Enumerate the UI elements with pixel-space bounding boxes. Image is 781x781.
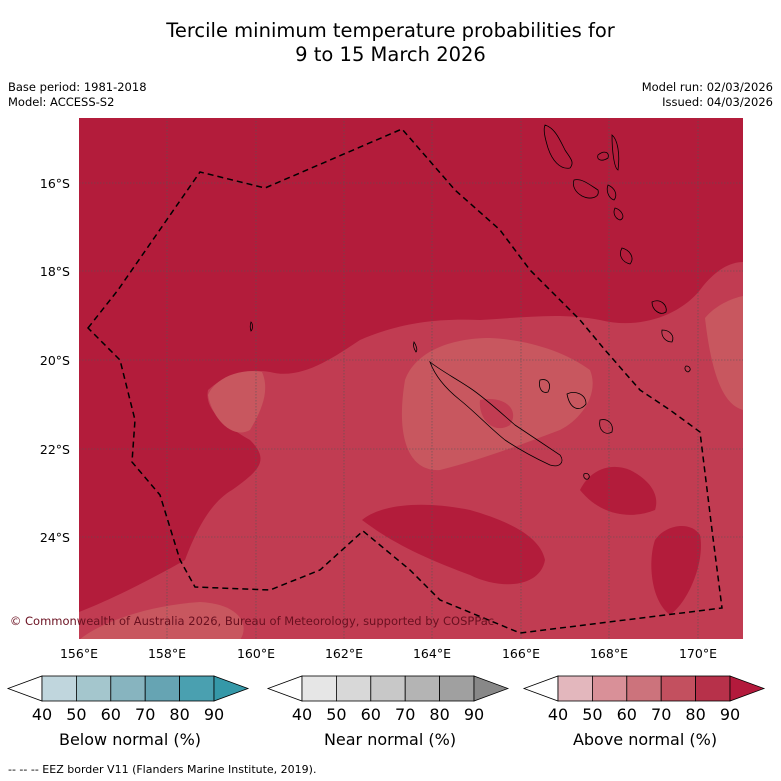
isle-of-pines (583, 473, 590, 480)
colorbar-above-tick: 70 (651, 705, 671, 724)
eez-legend: -- -- -- EEZ border V11 (Flanders Marine… (8, 763, 317, 776)
lat-label: 18°S (40, 264, 70, 279)
model-name: Model: ACCESS-S2 (8, 95, 115, 109)
lat-label: 24°S (40, 530, 70, 545)
colorbar-near-segment (301, 675, 337, 702)
colorbar-above-segment (660, 675, 697, 702)
above-normal-90-region (362, 504, 545, 585)
vanuatu-island (611, 134, 620, 171)
lon-label: 166°E (502, 646, 540, 661)
colorbar-near-tick: 80 (429, 705, 449, 724)
above-normal-70-region (705, 296, 743, 410)
colorbar-above-tick: 60 (617, 705, 637, 724)
colorbar-near-low-extend (266, 675, 303, 702)
colorbar-near-tick: 90 (464, 705, 484, 724)
lon-label: 156°E (60, 646, 98, 661)
loyalty-island (539, 379, 550, 393)
chesterfield-island (249, 321, 253, 332)
issued-date: Issued: 04/03/2026 (662, 95, 773, 109)
colorbar-near-segment (370, 675, 406, 702)
lat-label: 22°S (40, 442, 70, 457)
colorbar-below-segment (144, 675, 180, 702)
colorbar-above-tick: 80 (685, 705, 705, 724)
above-normal-80-inset (479, 399, 514, 429)
colorbar-label-above: Above normal (%) (572, 730, 718, 749)
colorbar-below-tick: 40 (32, 705, 52, 724)
above-normal-70-region (208, 371, 266, 433)
colorbar-near-tick: 40 (292, 705, 312, 724)
above-normal-90-region (580, 466, 657, 515)
colorbar-below-tick: 70 (135, 705, 155, 724)
loyalty-island (599, 419, 613, 434)
colorbar-below-segment (76, 675, 112, 702)
lon-label: 164°E (413, 646, 451, 661)
eez-border (86, 128, 723, 634)
lon-label: 162°E (325, 646, 363, 661)
colorbar-below-segment (110, 675, 146, 702)
vanuatu-island (597, 151, 609, 161)
lon-label: 168°E (590, 646, 628, 661)
vanuatu-island (620, 247, 633, 265)
lon-label: 160°E (237, 646, 275, 661)
colorbar-near-tick: 70 (395, 705, 415, 724)
new-caledonia-island (429, 360, 563, 467)
copyright-text: © Commonwealth of Australia 2026, Bureau… (10, 614, 494, 628)
colorbar-above-tick: 40 (548, 705, 568, 724)
vanuatu-island (684, 365, 691, 373)
colorbar-above-low-extend (522, 675, 559, 702)
vanuatu-island (661, 329, 674, 343)
colorbar-above-high-extend (729, 675, 766, 702)
colorbar-above-segment (626, 675, 662, 702)
colorbar-near-tick: 60 (361, 705, 381, 724)
meta-left: Base period: 1981-2018 Model: ACCESS-S2 (8, 80, 147, 110)
above-normal-70-region (80, 602, 244, 639)
colorbar-above-segment (557, 675, 593, 702)
colorbar-near-tick: 50 (326, 705, 346, 724)
colorbar-above-tick: 90 (720, 705, 740, 724)
colorbar-above-segment (592, 675, 628, 702)
colorbar-below-tick: 50 (66, 705, 86, 724)
loyalty-island (566, 392, 587, 409)
colorbar-label-near: Near normal (%) (323, 730, 457, 749)
colorbar-near-high-extend (473, 675, 510, 702)
lon-label: 158°E (148, 646, 186, 661)
title-line-2: 9 to 15 March 2026 (295, 43, 486, 66)
above-normal-90-region (651, 525, 701, 615)
lat-label: 16°S (40, 176, 70, 191)
colorbar-above-tick: 50 (582, 705, 602, 724)
lon-label: 170°E (679, 646, 717, 661)
colorbar-below-high-extend (213, 675, 250, 702)
longitude-labels: 156°E 158°E 160°E 162°E 164°E 166°E 168°… (60, 646, 717, 661)
colorbar-near-segment (439, 675, 475, 702)
latitude-labels: 16°S 18°S 20°S 22°S 24°S (40, 176, 70, 545)
vanuatu-island (606, 184, 617, 201)
graticule (79, 118, 743, 639)
model-run: Model run: 02/03/2026 (641, 80, 773, 94)
colorbar-below-low-extend (6, 675, 43, 702)
base-period: Base period: 1981-2018 (8, 80, 147, 94)
vanuatu-island (613, 207, 624, 221)
colorbars: 40 50 60 70 80 90 40 50 60 70 80 90 40 50 60 70 80 90 (6, 675, 766, 724)
colorbar-below-tick: 80 (169, 705, 189, 724)
probability-field (79, 118, 743, 639)
chart-title: Tercile minimum temperature probabilitie… (0, 19, 781, 67)
vanuatu-island (651, 300, 667, 314)
coastlines (249, 124, 691, 480)
colorbar-below-segment (179, 675, 215, 702)
colorbar-below-segment (41, 675, 77, 702)
colorbar-above-segment (695, 675, 731, 702)
vanuatu-island (573, 179, 599, 199)
vanuatu-island (543, 124, 573, 169)
colorbar-near-segment (404, 675, 441, 702)
title-line-1: Tercile minimum temperature probabilitie… (166, 19, 615, 42)
colorbar-below-tick: 90 (204, 705, 224, 724)
colorbar-near-segment (335, 675, 372, 702)
lat-label: 20°S (40, 353, 70, 368)
colorbar-label-below: Below normal (%) (58, 730, 202, 749)
meta-right: Model run: 02/03/2026 Issued: 04/03/2026 (642, 80, 773, 110)
belep-island (413, 341, 418, 353)
colorbar-below-tick: 60 (101, 705, 121, 724)
